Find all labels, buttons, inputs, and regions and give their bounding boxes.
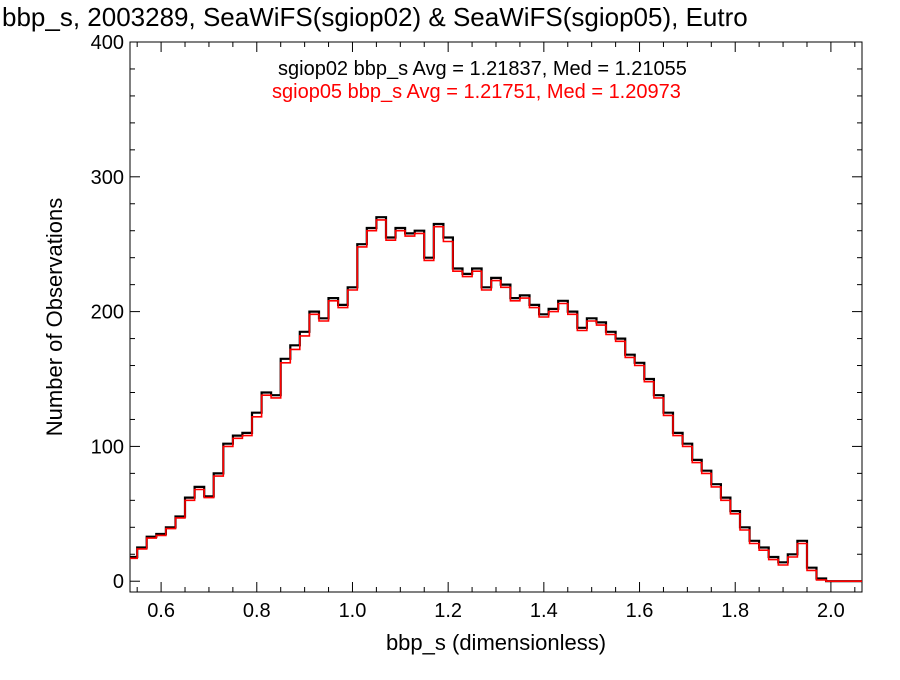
stats-annotation-sgiop02: sgiop02 bbp_s Avg = 1.21837, Med = 1.210… bbox=[278, 58, 687, 80]
x-tick-label: 2.0 bbox=[817, 600, 845, 622]
y-tick-label: 200 bbox=[91, 302, 124, 324]
x-tick-label: 1.8 bbox=[721, 600, 749, 622]
x-tick-label: 1.6 bbox=[626, 600, 654, 622]
series-layer bbox=[130, 216, 862, 583]
stats-annotation-sgiop05: sgiop05 bbp_s Avg = 1.21751, Med = 1.209… bbox=[272, 81, 681, 103]
plot-frame bbox=[129, 41, 863, 593]
y-tick-label: 0 bbox=[113, 571, 124, 593]
x-tick-label: 1.0 bbox=[339, 600, 367, 622]
series-sgiop02-line bbox=[130, 216, 862, 583]
x-tick-label: 1.2 bbox=[434, 600, 462, 622]
x-tick-label: 0.6 bbox=[147, 600, 175, 622]
axes-layer: 0.6 0.8 1.0 1.2 1.4 1.6 1.8 2.0 0 100 200 300 400 bbox=[91, 32, 862, 622]
y-tick-label: 100 bbox=[91, 436, 124, 458]
x-tick-label: 0.8 bbox=[243, 600, 271, 622]
chart-title: bbp_s, 2003289, SeaWiFS(sgiop02) & SeaWi… bbox=[2, 2, 748, 32]
y-tick-label: 300 bbox=[91, 167, 124, 189]
x-tick-label: 1.4 bbox=[530, 600, 558, 622]
y-tick-label: 400 bbox=[91, 32, 124, 54]
y-axis-label: Number of Observations bbox=[42, 198, 67, 436]
x-axis-label: bbp_s (dimensionless) bbox=[386, 630, 606, 655]
series-sgiop05-line bbox=[130, 219, 862, 582]
